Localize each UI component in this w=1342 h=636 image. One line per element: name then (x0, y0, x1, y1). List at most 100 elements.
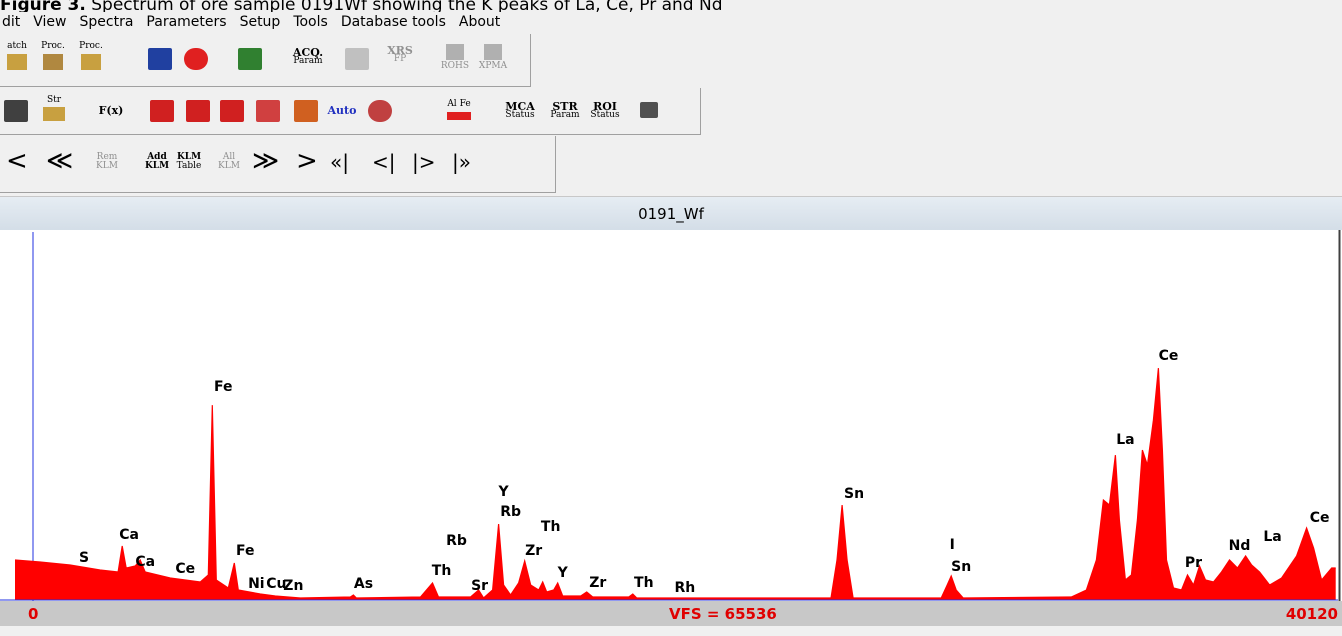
peak-label: Th (634, 575, 654, 591)
peak-label: Zn (283, 578, 303, 594)
peak-label: La (1116, 432, 1134, 448)
peak-label: Ca (119, 527, 139, 543)
nav-button[interactable]: <| (372, 150, 396, 174)
toolbar-row: atch Proc. Proc. ACQ.Param XRSFP ROHS XP… (0, 34, 531, 87)
peak-label: Ni (248, 576, 265, 592)
button-label: Status (590, 110, 619, 120)
tool-icon[interactable] (368, 100, 392, 122)
menu-item[interactable]: Parameters (146, 14, 226, 30)
batch-button[interactable]: atch (2, 42, 32, 73)
tool-icon[interactable] (150, 100, 174, 122)
button-label: F(x) (99, 104, 124, 117)
menu-item[interactable]: About (459, 14, 500, 30)
tool-icon[interactable] (4, 100, 28, 122)
alfe-button[interactable]: Al Fe (442, 100, 476, 123)
button-label: Fe (460, 99, 471, 109)
peak-label: S (79, 550, 89, 566)
button-label: Status (505, 110, 534, 120)
peak-label: Sn (951, 559, 971, 575)
peak-label: Y (557, 565, 569, 581)
peak-label: Fe (236, 543, 255, 559)
x-tick-label: 0 (28, 605, 38, 623)
fx-button[interactable]: F(x) (96, 106, 126, 115)
button-label: atch (7, 41, 27, 51)
tool-icon[interactable] (294, 100, 318, 122)
peak-label: Fe (214, 379, 233, 395)
peak-label: Zr (589, 575, 606, 591)
button-label: FP (394, 54, 406, 64)
proc-button[interactable]: Proc. (38, 42, 68, 73)
peak-label: Ce (1310, 510, 1330, 526)
auto-button[interactable]: Auto (326, 98, 358, 115)
xpma-button[interactable]: XPMA (478, 44, 508, 71)
print-icon[interactable] (640, 102, 658, 118)
plot-title: 0191_Wf (0, 196, 1342, 231)
button-label: KLM (96, 161, 118, 171)
peak-label: Ce (1159, 348, 1179, 364)
peak-label: Sn (844, 486, 864, 502)
button-label: Param (293, 56, 322, 66)
peak-label: Sr (471, 578, 488, 594)
peak-label: Rb (446, 533, 467, 549)
button-label: Proc. (41, 41, 65, 51)
nav-button[interactable]: |> (412, 150, 436, 174)
peak-label: Rh (674, 580, 695, 596)
nav-button[interactable]: ≪ (46, 146, 73, 176)
tool-icon[interactable] (148, 48, 172, 70)
nav-button[interactable]: ≫ (252, 146, 279, 176)
peak-label: I (950, 537, 955, 553)
nav-button[interactable]: «| (330, 150, 349, 174)
nav-button[interactable]: > (296, 146, 318, 176)
button-label: KLM (218, 161, 240, 171)
tool-icon[interactable] (186, 100, 210, 122)
button-label: KLM (145, 161, 169, 171)
rohs-button[interactable]: ROHS (440, 44, 470, 71)
menu-item[interactable]: View (33, 14, 66, 30)
x-tick-label: 40120 (1286, 605, 1338, 623)
page: {"caption": {"label": "Figure 3.", "text… (0, 0, 1342, 636)
menu-item[interactable]: Spectra (80, 14, 134, 30)
tool-icon[interactable] (238, 48, 262, 70)
peak-label: Rb (500, 504, 521, 520)
acq-button[interactable]: ACQ.Param (288, 48, 328, 66)
toolbar-row: Str F(x) Auto Al Fe MCAStatus STRParam R… (0, 88, 701, 135)
peak-label: Y (498, 484, 510, 500)
peak-label: As (354, 576, 373, 592)
button-label: ROHS (441, 61, 469, 71)
nav-button[interactable]: < (6, 146, 28, 176)
button-label: Auto (328, 104, 357, 117)
peak-label: Ce (175, 561, 195, 577)
proc-button[interactable]: Proc. (76, 42, 106, 73)
menu-item[interactable]: Tools (293, 14, 328, 30)
tool-icon[interactable] (220, 100, 244, 122)
tool-icon[interactable] (184, 48, 208, 70)
peak-label: Zr (525, 543, 542, 559)
peak-label: Th (541, 519, 561, 535)
menu-item[interactable]: Setup (240, 14, 281, 30)
button-label: Param (550, 110, 579, 120)
tool-icon[interactable] (345, 48, 369, 70)
menu-item[interactable]: dit (2, 14, 20, 30)
peak-label: Nd (1229, 538, 1251, 554)
tool-icon[interactable] (256, 100, 280, 122)
menu-item[interactable]: Database tools (341, 14, 446, 30)
peak-label: La (1263, 529, 1281, 545)
str-icon-button[interactable]: Str (36, 96, 72, 123)
vfs-label: VFS = 65536 (669, 605, 777, 623)
menu-bar: dit View Spectra Parameters Setup Tools … (0, 12, 1342, 32)
button-label: Str (47, 95, 61, 105)
peak-label: Pr (1185, 555, 1202, 571)
peak-label: Th (432, 563, 452, 579)
button-label: Al (447, 99, 456, 109)
nav-button[interactable]: |» (452, 150, 471, 174)
peak-label: Ca (135, 554, 155, 570)
